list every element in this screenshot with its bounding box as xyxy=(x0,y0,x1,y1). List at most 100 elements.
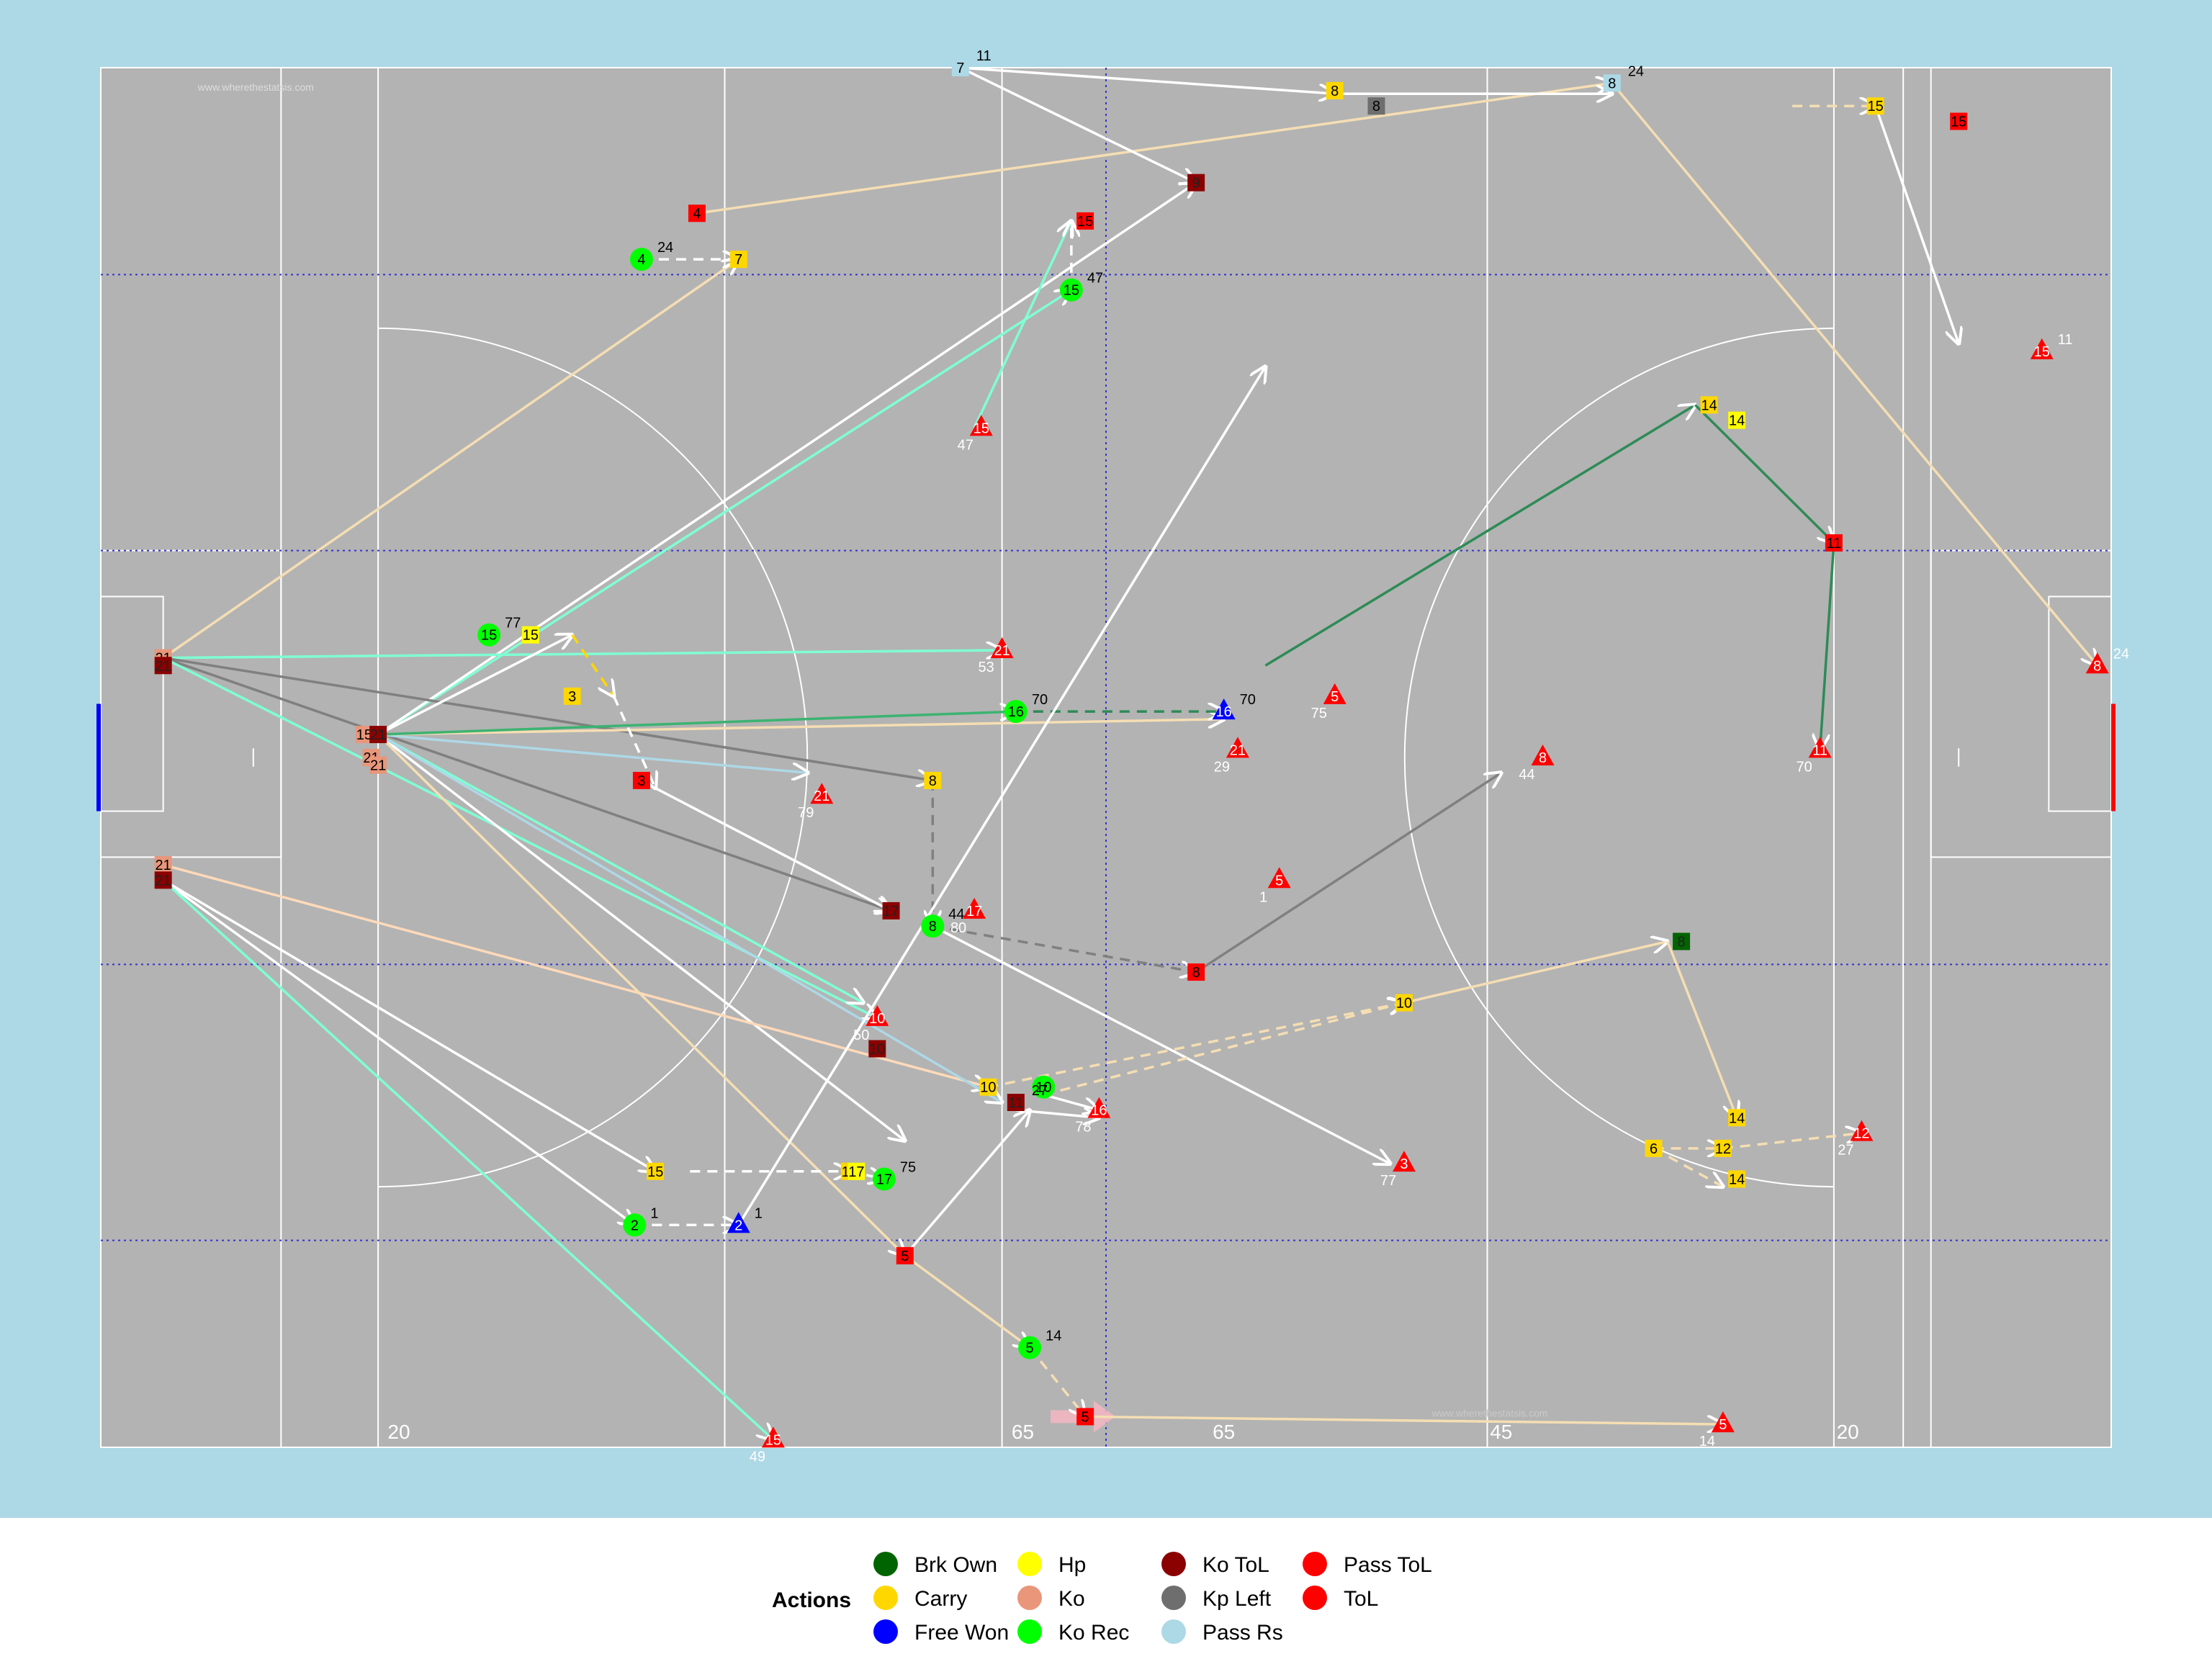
marker-number: 16 xyxy=(1091,1103,1107,1119)
marker-shape xyxy=(921,914,945,938)
marker-shape xyxy=(848,1162,866,1180)
action-path xyxy=(377,635,572,736)
legend-key xyxy=(1017,1586,1042,1610)
legend-label: Hp xyxy=(1058,1553,1086,1577)
action-marker: 21 xyxy=(369,756,387,774)
marker-number: 5 xyxy=(1719,1417,1727,1433)
marker-number: 16 xyxy=(1216,704,1232,720)
marker-shape xyxy=(727,1212,750,1233)
marker-number: 5 xyxy=(1331,689,1339,705)
legend-key xyxy=(1017,1619,1042,1644)
marker-shape xyxy=(1187,963,1205,981)
marker-shape xyxy=(1032,1075,1056,1099)
action-marker: 9 xyxy=(1187,174,1205,192)
marker-shape xyxy=(154,856,172,874)
marker-shape xyxy=(1007,1094,1025,1111)
action-marker: 8 24 xyxy=(2085,646,2129,674)
marker-shape xyxy=(369,726,387,744)
legend-label: Carry xyxy=(914,1587,967,1611)
action-path xyxy=(377,290,1071,736)
marker-time-label: 1 xyxy=(650,1205,658,1221)
marker-number: 17 xyxy=(848,1164,864,1180)
marker-number: 8 xyxy=(1372,99,1380,114)
marker-time-label: 70 xyxy=(1032,692,1048,708)
action-path xyxy=(378,711,1016,736)
marker-shape xyxy=(632,771,650,789)
action-path xyxy=(1043,1093,1099,1110)
marker-number: 6 xyxy=(1650,1141,1658,1157)
legend-label: ToL xyxy=(1344,1587,1378,1611)
legend: Actions Brk Own Carry Free Won Hp Ko Ko Rec Ko … xyxy=(772,1552,1432,1645)
legend-key xyxy=(873,1552,898,1576)
action-marker: 5 14 xyxy=(1018,1328,1061,1359)
marker-number: 8 xyxy=(1678,934,1686,950)
action-path xyxy=(1085,1416,1723,1424)
marker-time-label: 79 xyxy=(798,805,814,821)
marker-number: 8 xyxy=(1331,84,1339,99)
action-marker: 15 xyxy=(521,626,539,644)
action-marker: 8 xyxy=(1673,932,1691,950)
marker-shape xyxy=(1531,745,1555,765)
action-path xyxy=(377,733,905,1141)
watermark: www.wherethestatsis.com xyxy=(1431,1407,1547,1419)
watermark: www.wherethestatsis.com xyxy=(197,81,314,93)
action-marker: 15 xyxy=(1950,112,1968,130)
marker-number: 15 xyxy=(1868,99,1884,114)
distance-label: 65 xyxy=(1012,1421,1034,1443)
distance-label: 20 xyxy=(1837,1421,1859,1443)
marker-number: 8 xyxy=(2093,658,2101,674)
action-marker: 14 xyxy=(1728,1170,1746,1188)
marker-time-label: 50 xyxy=(853,1028,869,1043)
marker-number: 10 xyxy=(1396,996,1412,1012)
marker-time-label: 24 xyxy=(2113,646,2129,662)
marker-shape xyxy=(1673,932,1691,950)
marker-shape xyxy=(1087,1097,1111,1118)
marker-shape xyxy=(1395,994,1413,1012)
marker-number: 10 xyxy=(980,1080,996,1096)
action-path xyxy=(960,66,1335,94)
legend-title: Actions xyxy=(772,1588,851,1612)
marker-number: 3 xyxy=(568,689,576,705)
marker-shape xyxy=(1603,74,1621,92)
action-marker: 10 xyxy=(868,1040,886,1058)
action-path xyxy=(655,787,891,911)
marker-number: 7 xyxy=(734,252,742,268)
marker-shape xyxy=(810,783,834,804)
marker-shape xyxy=(1728,1170,1746,1188)
marker-time-label: 14 xyxy=(1046,1328,1061,1344)
legend-key xyxy=(873,1619,898,1644)
marker-shape xyxy=(1267,867,1291,889)
marker-number: 8 xyxy=(1192,965,1200,981)
action-marker: 10 xyxy=(979,1078,997,1096)
action-marker: 11 xyxy=(1825,534,1843,552)
action-path xyxy=(987,1003,1404,1089)
marker-number: 15 xyxy=(481,628,497,644)
marker-shape xyxy=(1728,411,1746,429)
action-marker: 21 xyxy=(154,871,172,889)
action-marker: 4 xyxy=(688,204,706,222)
marker-shape xyxy=(154,871,172,889)
legend-label: Ko ToL xyxy=(1202,1553,1269,1577)
action-path xyxy=(1028,1346,1085,1417)
action-marker: 8 xyxy=(1326,81,1344,99)
action-marker: 3 xyxy=(632,771,650,789)
marker-number: 8 xyxy=(929,773,937,789)
marker-shape xyxy=(1825,534,1843,552)
action-marker: 8 xyxy=(1187,963,1205,981)
action-marker: 8 44 xyxy=(1519,745,1555,783)
action-path xyxy=(162,878,656,1171)
marker-time-label: 1 xyxy=(1259,889,1267,905)
action-path xyxy=(973,221,1071,429)
marker-shape xyxy=(1850,1120,1874,1141)
marker-shape xyxy=(951,59,969,76)
marker-time-label: 29 xyxy=(1214,759,1230,775)
pitch: 20 65 65 45 20www.wherethestatsis.comwww.whe… xyxy=(96,67,2116,1448)
action-path xyxy=(1653,1147,1723,1187)
marker-shape xyxy=(1212,698,1236,720)
marker-shape xyxy=(2030,338,2054,359)
